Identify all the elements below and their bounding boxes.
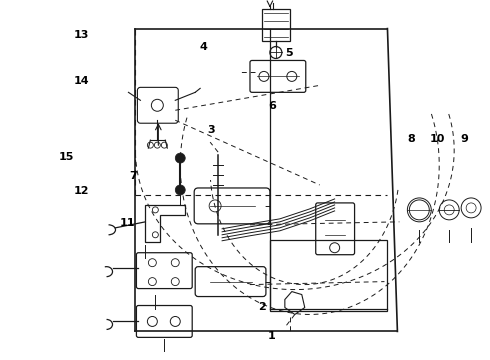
Text: 3: 3: [207, 125, 215, 135]
Text: 11: 11: [120, 218, 136, 228]
Text: 7: 7: [129, 171, 137, 181]
Text: 15: 15: [59, 152, 74, 162]
Text: 8: 8: [407, 134, 415, 144]
Text: 5: 5: [285, 48, 293, 58]
Text: 14: 14: [74, 76, 89, 86]
Text: 2: 2: [258, 302, 266, 312]
Bar: [262, 9, 290, 41]
Text: 9: 9: [461, 134, 468, 144]
Circle shape: [175, 153, 185, 163]
Circle shape: [175, 185, 185, 195]
Text: 12: 12: [74, 186, 89, 196]
Text: 13: 13: [74, 30, 89, 40]
Text: 4: 4: [199, 42, 207, 52]
Text: 1: 1: [268, 331, 276, 341]
Text: 6: 6: [268, 102, 276, 112]
Text: 10: 10: [430, 134, 445, 144]
Bar: [270, 240, 388, 311]
